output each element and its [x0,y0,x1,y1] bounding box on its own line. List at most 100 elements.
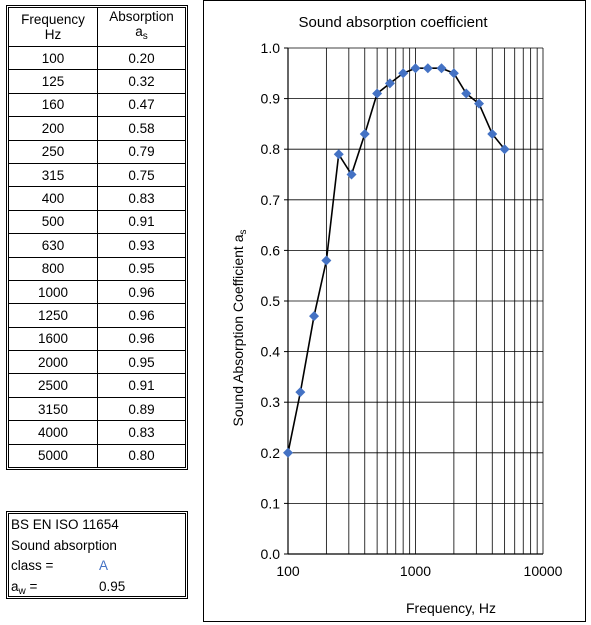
grid [287,47,544,555]
absorption-cell: 0.20 [128,50,155,66]
table-row: 2000 0.95 [9,350,185,374]
table-row: 500 0.91 [9,209,185,234]
data-point [333,149,344,160]
frequency-absorption-table: Frequency Hz Absorption as 100 0.20 125 0.3… [6,5,188,471]
absorption-cell: 0.96 [97,303,185,328]
table-row: 800 0.95 [9,256,185,281]
class-row: class = A [11,556,183,577]
x-tick-label: 1000 [400,563,431,579]
header-frequency-unit: Hz [44,26,62,42]
absorption-cell: 0.96 [97,326,185,351]
absorption-cell: 0.75 [97,162,185,187]
table-header-row: Frequency Hz Absorption as [9,8,185,47]
y-tick-label: 0.4 [261,344,281,360]
table-row: 160 0.47 [9,92,185,117]
class-label: class = [11,558,54,573]
standard-row: BS EN ISO 11654 [11,515,183,536]
header-absorption-symbol: a [135,24,143,39]
data-point [487,129,498,140]
y-tick-label: 0.5 [261,293,281,309]
absorption-cell: 0.89 [97,396,185,421]
data-point [422,63,433,74]
absorption-cell: 0.95 [97,350,185,374]
table-row: 315 0.75 [9,162,185,187]
table-row: 1000 0.96 [9,279,185,304]
absorption-cell: 0.95 [97,256,185,281]
frequency-cell: 400 [9,186,98,211]
data-point [448,68,459,79]
table-row: 250 0.79 [9,139,185,164]
frequency-cell: 250 [9,139,98,164]
class-value: A [99,558,109,573]
aw-row: aw = 0.95 [11,577,183,598]
y-tick-label: 0.0 [261,546,281,562]
table-row: 400 0.83 [9,186,185,211]
chart-title: Sound absorption coefficient [298,14,488,31]
data-point [398,68,409,79]
y-tick-label: 0.6 [261,242,281,258]
header-absorption-subscript: s [142,31,148,42]
data-point [499,144,510,155]
absorption-cell: 0.91 [97,373,185,398]
data-point [359,129,370,140]
frequency-cell: 1250 [9,303,98,328]
frequency-cell: 3150 [9,396,98,421]
absorption-cell: 0.83 [97,420,185,445]
frequency-cell: 630 [9,233,98,258]
data-point [346,169,357,180]
y-tick-label: 0.8 [261,141,281,157]
x-tick-label: 10000 [524,563,563,579]
absorption-chart: Sound absorption coefficient 0.0 0.1 0.2 0.… [230,14,563,616]
data-point [283,447,293,458]
data-point [309,311,320,322]
absorption-cell: 0.93 [97,233,185,258]
frequency-cell: 100 [9,46,98,70]
table-row: 1250 0.96 [9,303,185,328]
x-axis-label: Frequency, Hz [406,600,496,616]
axes [284,47,543,555]
absorption-cell: 0.32 [97,69,185,94]
frequency-cell: 1000 [9,279,98,304]
table-row: 630 0.93 [9,233,185,258]
data-point [384,78,395,89]
frequency-cell: 1600 [9,326,98,351]
table-row: 4000 0.83 [9,420,185,445]
series-line [287,67,506,453]
x-tick-label: 100 [276,563,300,579]
table-row: 5000 0.80 [9,443,185,468]
aw-value: 0.95 [99,578,126,594]
y-tick-label: 1.0 [261,40,281,56]
y-tick-label: 0.3 [261,394,281,410]
absorption-cell: 0.83 [97,186,185,211]
y-axis-label-main: Sound Absorption Coefficient a [230,234,246,426]
data-point [295,387,306,398]
tick-labels: 0.0 0.1 0.2 0.3 0.4 0.5 0.6 0.7 0.8 0.9 1.0 100 1000… [261,40,563,579]
absorption-cell: 0.79 [97,139,185,164]
absorption-cell: 0.96 [97,279,185,304]
aw-subscript: w [18,585,26,597]
frequency-cell: 2000 [9,350,98,374]
frequency-cell: 200 [9,116,98,141]
header-frequency: Frequency Hz [9,8,98,47]
aw-equals: = [25,578,38,594]
absorption-class-box: BS EN ISO 11654 Sound absorption class =… [6,511,188,599]
header-frequency-label: Frequency [21,11,85,27]
standard-label: BS EN ISO 11654 [11,517,119,532]
y-tick-label: 0.1 [261,495,281,511]
frequency-cell: 800 [9,256,98,281]
header-absorption: Absorption as [97,8,185,47]
y-tick-label: 0.7 [261,192,281,208]
data-point [436,63,447,74]
frequency-cell: 500 [9,209,98,234]
data-point [461,88,472,99]
aw-symbol: a [11,578,19,594]
description-label: Sound absorption [11,537,117,553]
y-tick-label: 0.2 [261,445,281,461]
table-row: 1600 0.96 [9,326,185,351]
chart-frame: Sound absorption coefficient 0.0 0.1 0.2 0.… [203,0,586,622]
data-point [372,88,383,99]
description-row: Sound absorption [11,536,183,557]
table-body: 100 0.20 125 0.32 160 0.47 200 0.58 250 0.79 315 0.… [9,46,185,468]
table-row: 125 0.32 [9,69,185,94]
frequency-cell: 4000 [9,420,98,445]
